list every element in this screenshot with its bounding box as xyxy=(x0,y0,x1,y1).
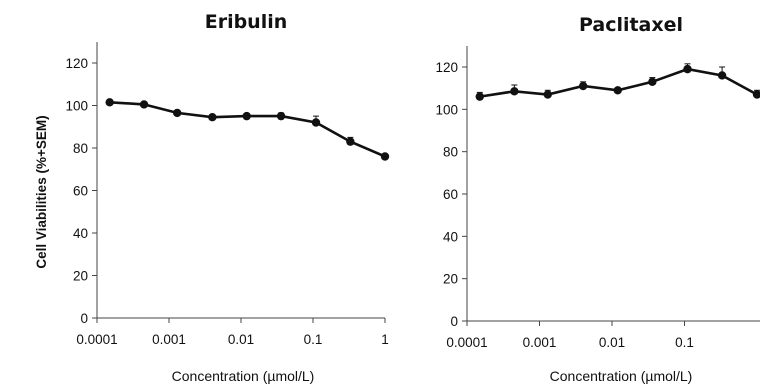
paclitaxel-x-tick-label: 0.001 xyxy=(523,335,557,350)
paclitaxel-x-axis-label: Concentration (µmol/L) xyxy=(550,368,693,384)
eribulin-y-ticks: 0 20 40 60 80 100 120 xyxy=(65,56,97,326)
eribulin-y-tick-label: 60 xyxy=(73,184,88,199)
eribulin-data-point xyxy=(276,111,286,121)
paclitaxel-x-tick-label: 0.1 xyxy=(675,335,694,350)
eribulin-panel: Eribulin 0 20 40 60 80 100 120 0.0001 0.001 0.01… xyxy=(65,11,390,384)
paclitaxel-data-point xyxy=(475,92,484,101)
paclitaxel-y-tick-label: 20 xyxy=(443,272,458,287)
paclitaxel-y-tick-label: 100 xyxy=(435,102,458,117)
eribulin-y-tick-label: 20 xyxy=(73,269,88,284)
eribulin-x-tick-label: 0.01 xyxy=(228,332,254,347)
paclitaxel-y-tick-label: 120 xyxy=(435,60,458,75)
paclitaxel-data-point xyxy=(648,77,657,87)
y-axis-label: Cell Viabilities (%+SEM) xyxy=(34,115,49,268)
paclitaxel-title: Paclitaxel xyxy=(579,14,683,36)
eribulin-y-tick-label: 0 xyxy=(80,311,88,326)
paclitaxel-x-ticks: 0.0001 0.001 0.01 0.1 xyxy=(446,321,694,350)
eribulin-data-point xyxy=(346,137,355,146)
paclitaxel-y-tick-label: 40 xyxy=(443,229,458,244)
paclitaxel-y-tick-label: 0 xyxy=(450,314,458,329)
eribulin-x-ticks: 0.0001 0.001 0.01 0.1 1 xyxy=(76,318,389,347)
eribulin-data-point xyxy=(173,108,182,118)
eribulin-x-tick-label: 0.0001 xyxy=(76,332,117,347)
paclitaxel-x-tick-label: 0.01 xyxy=(599,335,625,350)
paclitaxel-y-tick-label: 80 xyxy=(443,145,458,160)
paclitaxel-data-point xyxy=(752,90,760,99)
paclitaxel-series xyxy=(475,63,760,101)
paclitaxel-data-point xyxy=(613,86,622,95)
paclitaxel-x-tick-label: 0.0001 xyxy=(446,335,487,350)
eribulin-series xyxy=(105,98,390,161)
eribulin-data-point xyxy=(380,152,390,161)
eribulin-data-point xyxy=(242,111,251,121)
eribulin-data-point xyxy=(311,118,321,127)
eribulin-y-tick-label: 40 xyxy=(73,226,88,241)
eribulin-data-point xyxy=(139,100,149,109)
eribulin-x-tick-label: 0.1 xyxy=(304,332,323,347)
eribulin-y-tick-label: 80 xyxy=(73,141,88,156)
eribulin-y-tick-label: 120 xyxy=(65,56,88,71)
paclitaxel-data-point xyxy=(543,90,552,99)
eribulin-line xyxy=(109,101,386,158)
eribulin-data-point xyxy=(208,112,217,122)
paclitaxel-data-point xyxy=(510,87,519,96)
paclitaxel-y-tick-label: 60 xyxy=(443,187,458,202)
eribulin-x-tick-label: 1 xyxy=(381,332,389,347)
eribulin-x-tick-label: 0.001 xyxy=(152,332,186,347)
paclitaxel-data-point xyxy=(717,71,727,80)
eribulin-y-tick-label: 100 xyxy=(65,99,88,114)
paclitaxel-data-point xyxy=(578,81,588,91)
eribulin-title: Eribulin xyxy=(205,11,288,33)
paclitaxel-y-ticks: 0 20 40 60 80 100 120 xyxy=(435,60,467,329)
eribulin-data-point xyxy=(105,98,114,107)
eribulin-x-axis-label: Concentration (µmol/L) xyxy=(172,368,315,384)
paclitaxel-data-point xyxy=(683,64,692,74)
